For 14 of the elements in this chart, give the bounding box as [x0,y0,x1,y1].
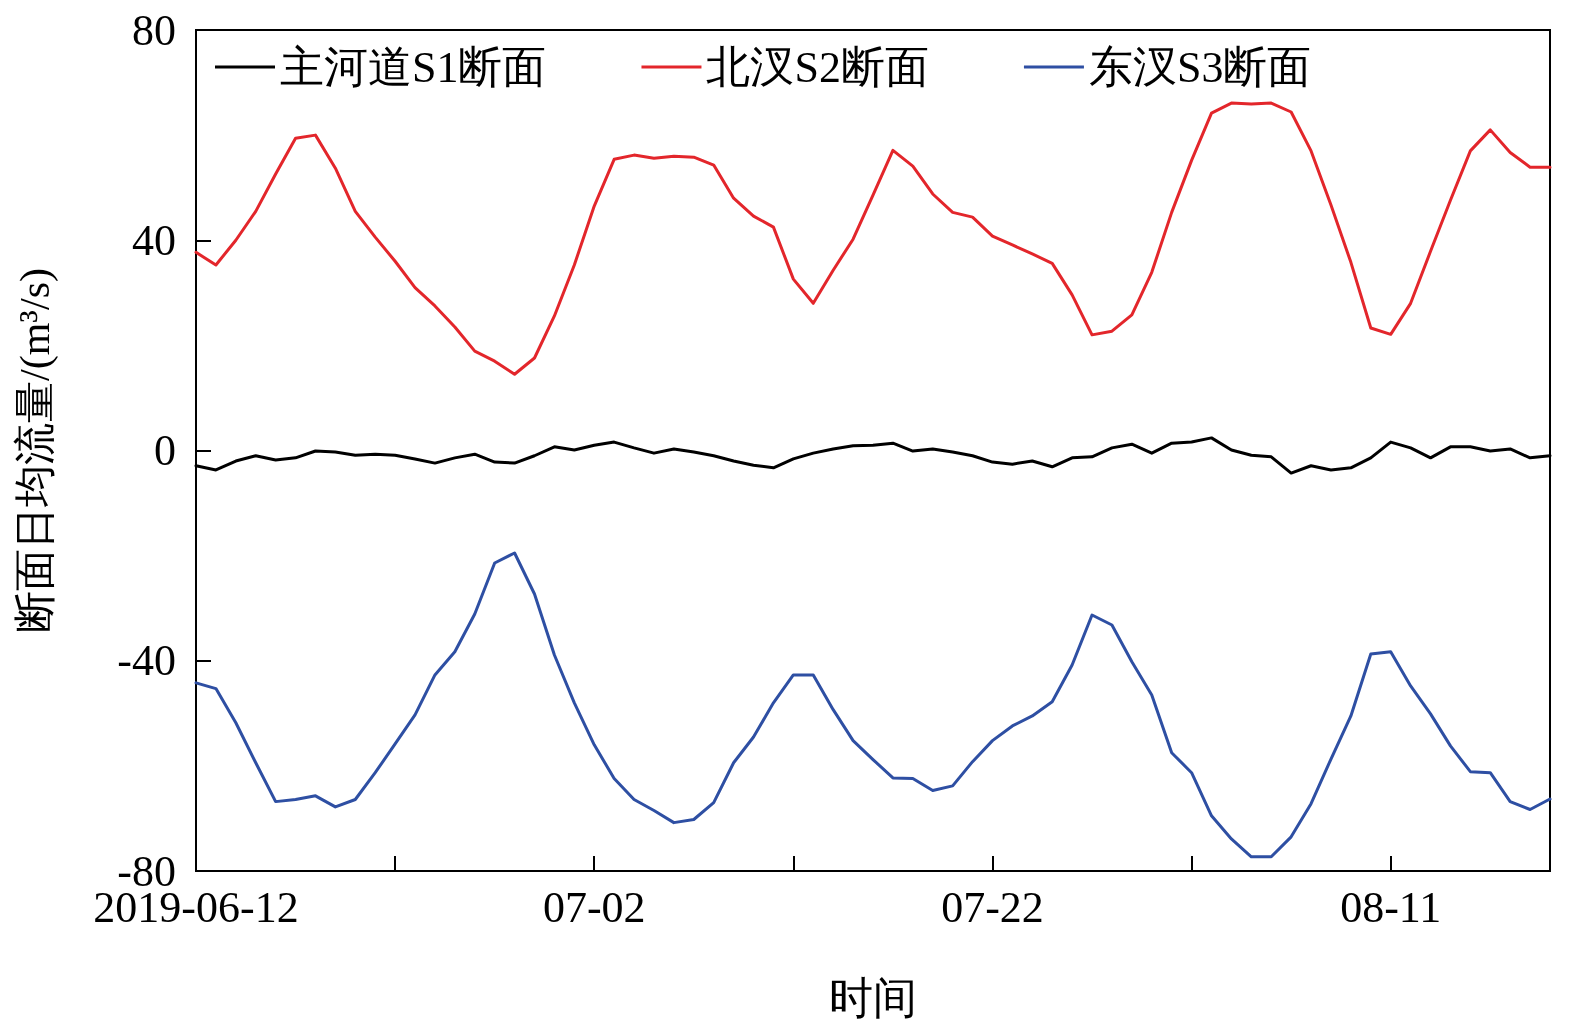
y-tick-label: 80 [132,5,176,55]
x-tick-label: 08-11 [1340,882,1442,932]
y-tick-label: 0 [154,426,176,475]
y-tick-label: 40 [132,215,176,265]
legend-label: 北汊S2断面 [706,42,929,92]
y-tick-label: -40 [117,636,176,686]
x-axis-title: 时间 [829,973,917,1023]
legend-label: 东汊S3断面 [1088,42,1312,92]
x-tick-label: 07-02 [542,882,646,932]
line-series [194,101,1552,376]
legend-label: 主河道S1断面 [280,42,547,92]
line-series [194,551,1552,859]
y-axis-title: 断面日均流量/(m³/s) [12,268,59,633]
x-tick-label: 07-22 [941,882,1044,932]
